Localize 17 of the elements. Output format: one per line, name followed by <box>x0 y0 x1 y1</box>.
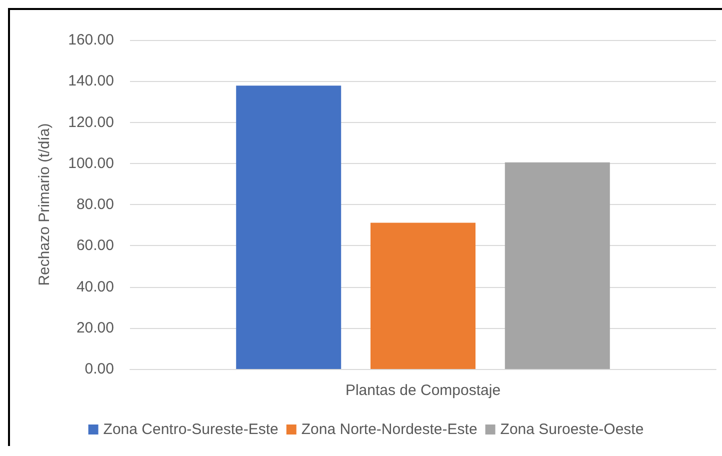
y-tick-label: 40.00 <box>76 278 114 296</box>
y-tick-label: 80.00 <box>76 196 114 213</box>
y-tick-label: 160.00 <box>68 32 114 48</box>
y-tick-label: 120.00 <box>68 114 114 131</box>
legend-label: Zona Centro-Sureste-Este <box>103 421 278 438</box>
bar <box>504 162 610 369</box>
bar <box>370 222 476 369</box>
y-tick-label: 60.00 <box>76 237 114 254</box>
legend-label: Zona Norte-Nordeste-Este <box>301 421 478 438</box>
x-tick-label: Plantas de Compostaje <box>345 382 501 399</box>
y-tick-label: 140.00 <box>68 72 114 90</box>
y-tick-label: 0.00 <box>84 360 114 378</box>
y-tick-label: 100.00 <box>68 154 114 172</box>
bar <box>236 86 342 369</box>
y-axis-title: Rechazo Primario (t/día) <box>36 123 53 286</box>
y-tick-label: 20.00 <box>76 319 114 336</box>
legend-label: Zona Suroeste-Oeste <box>500 421 644 438</box>
